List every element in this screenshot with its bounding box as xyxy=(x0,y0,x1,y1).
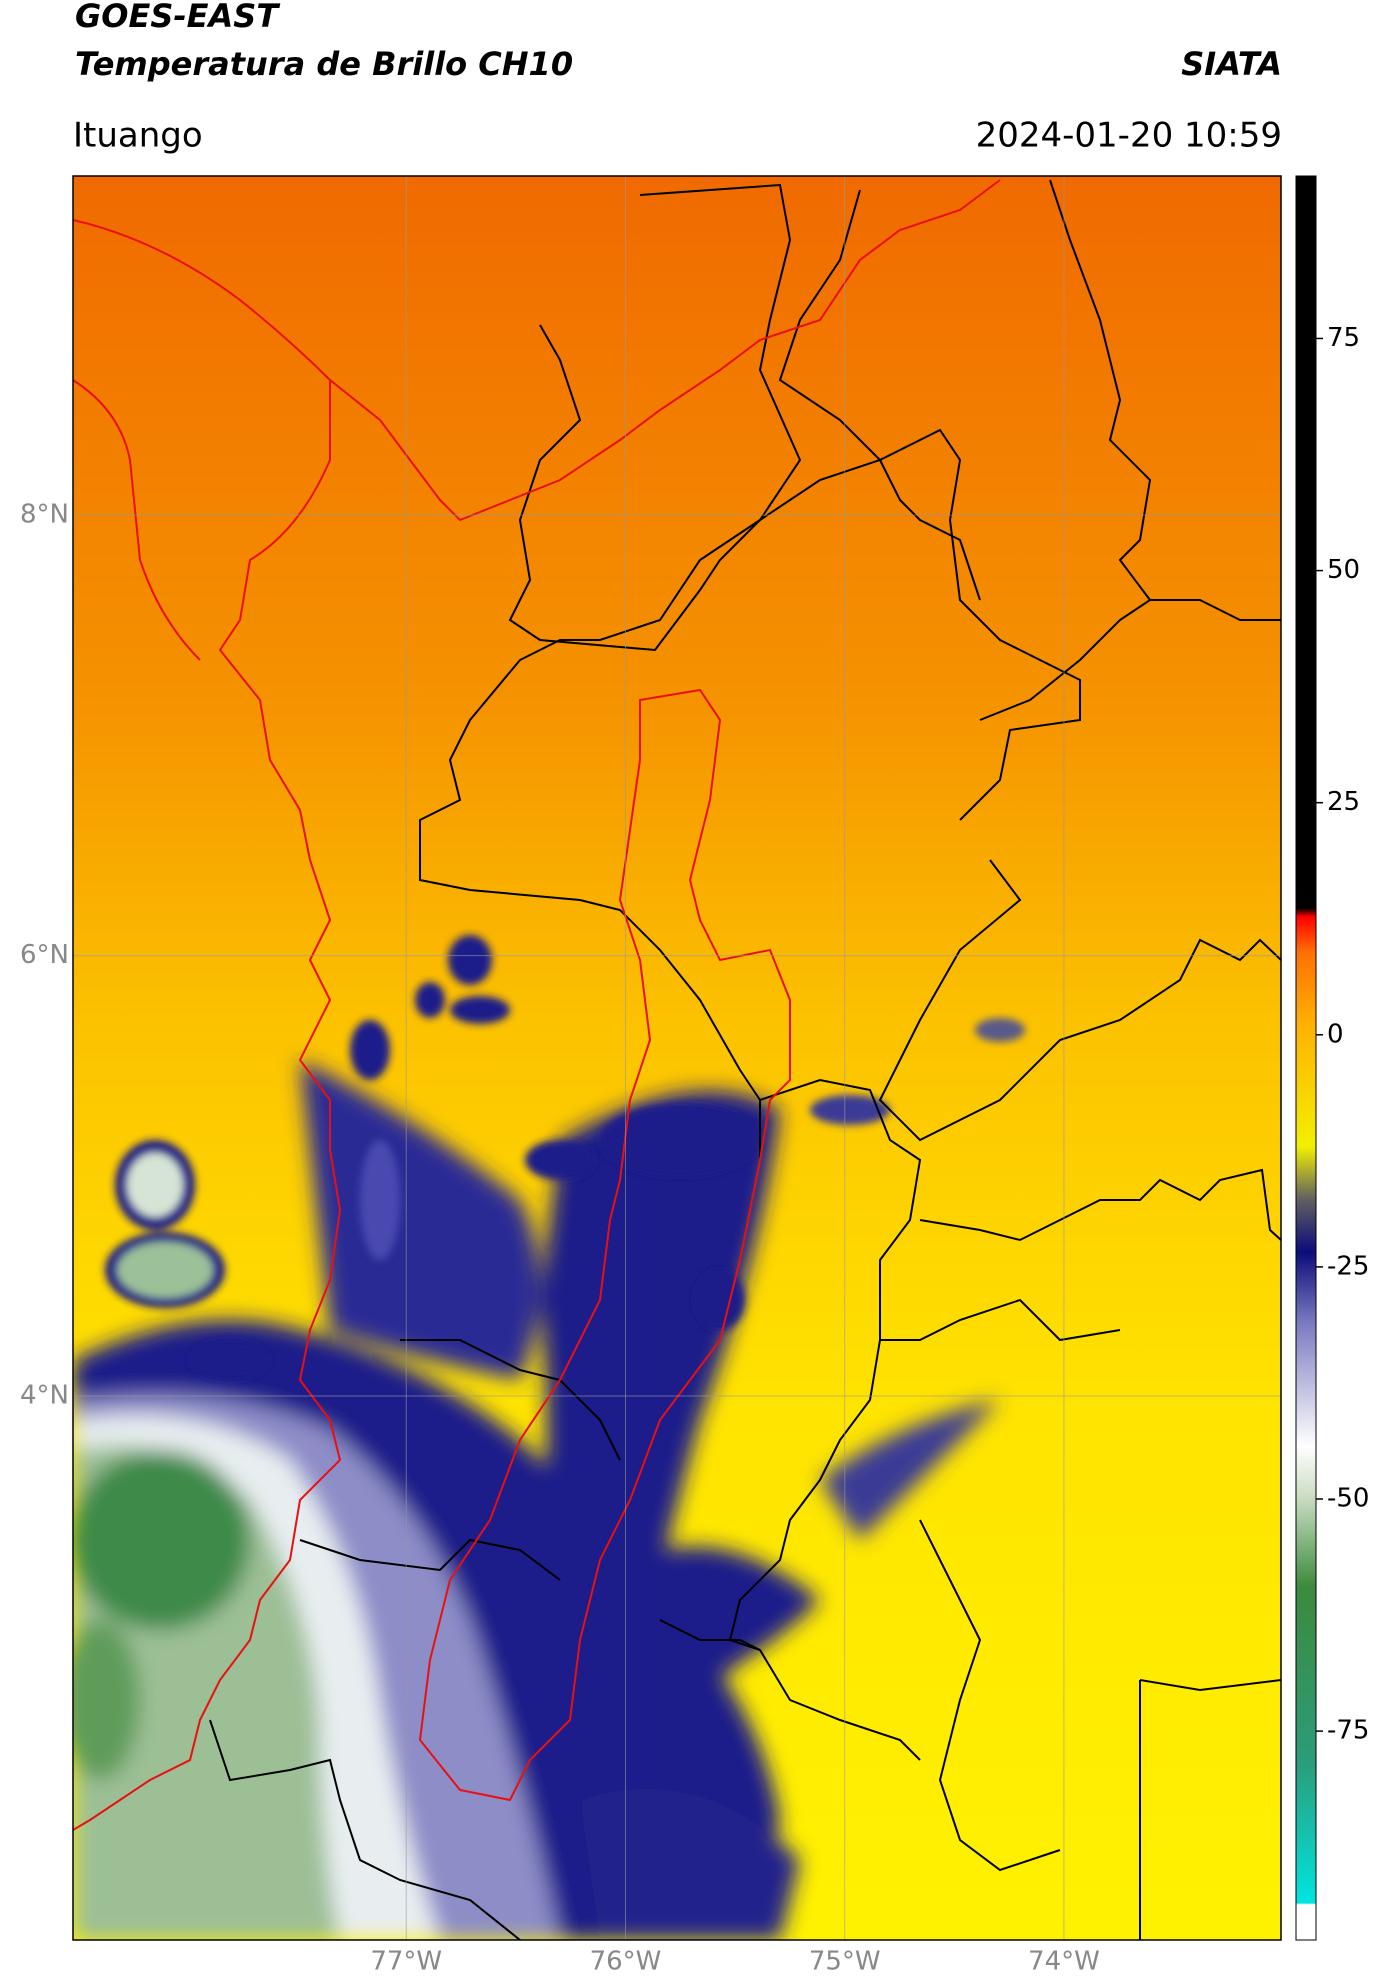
colorbar-tick-label: 0 xyxy=(1327,1019,1344,1049)
admin-borders xyxy=(209,179,1281,1940)
map-frame xyxy=(72,175,1282,1941)
subtitle: Temperatura de Brillo CH10 xyxy=(75,45,573,83)
lon-tick-label: 74°W xyxy=(1028,1947,1100,1977)
timestamp: 2024-01-20 10:59 xyxy=(976,116,1282,156)
colorbar-tick-label: -25 xyxy=(1327,1251,1369,1281)
graticule xyxy=(73,176,1281,1940)
lat-tick-label: 6°N xyxy=(20,940,69,970)
colorbar-tick-label: -75 xyxy=(1327,1716,1369,1746)
colorbar xyxy=(1295,175,1317,1941)
colorbar-tick-label: 50 xyxy=(1327,555,1360,585)
lat-tick-label: 4°N xyxy=(20,1381,69,1411)
lat-tick-label: 8°N xyxy=(20,500,69,530)
colorbar-tick-label: 75 xyxy=(1327,323,1360,353)
map-image xyxy=(73,176,1281,1940)
title: GOES-EAST xyxy=(75,0,280,35)
cloud-cells xyxy=(105,935,1025,1380)
lon-tick-label: 76°W xyxy=(590,1947,662,1977)
region: Ituango xyxy=(73,116,203,156)
colorbar-tick-label: 25 xyxy=(1327,787,1360,817)
brand: SIATA xyxy=(1181,45,1282,83)
lon-tick-label: 75°W xyxy=(809,1947,881,1977)
colorbar-tick-label: -50 xyxy=(1327,1484,1369,1514)
coastline-and-basin xyxy=(73,179,1001,1831)
lon-tick-label: 77°W xyxy=(370,1947,442,1977)
cloud-field xyxy=(73,1060,1000,1940)
